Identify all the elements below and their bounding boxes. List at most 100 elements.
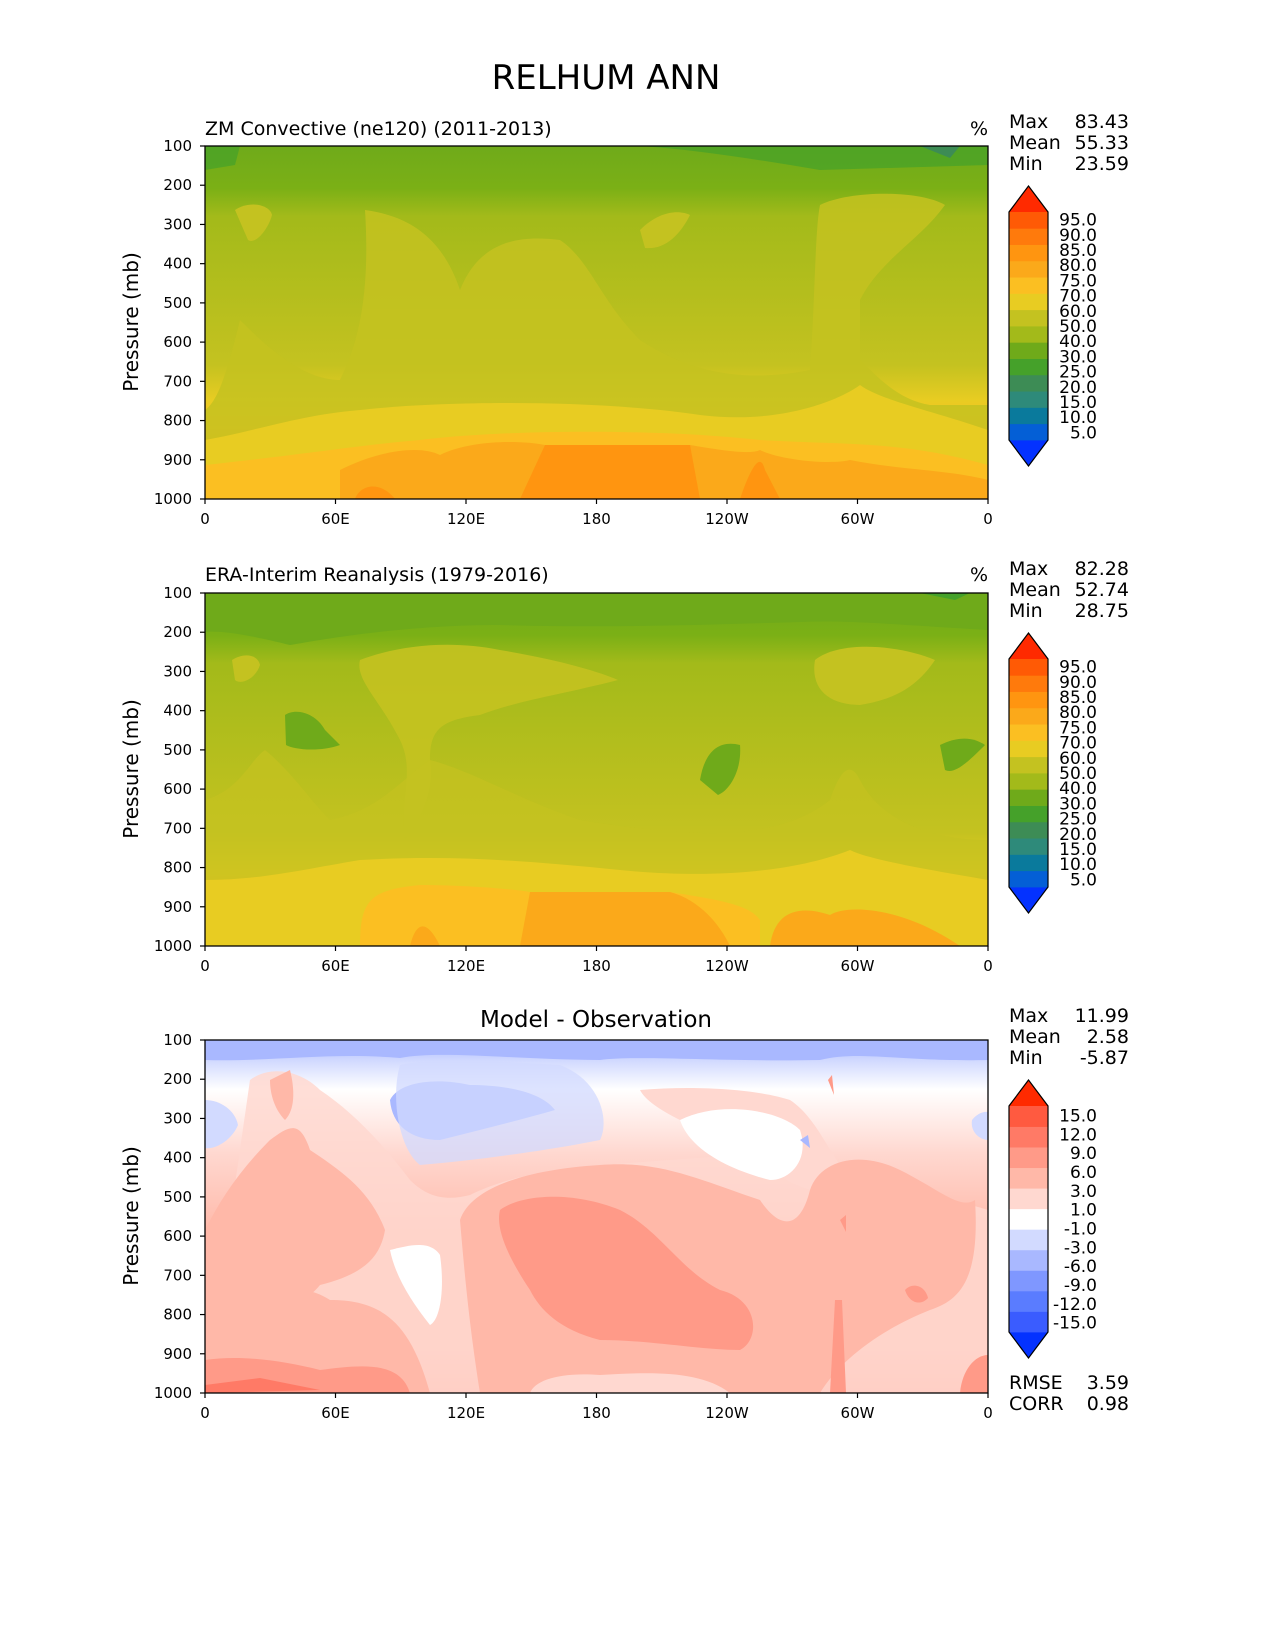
colorbar-level-label: 85.0	[1059, 241, 1097, 261]
y-tick-label: 500	[163, 1188, 192, 1206]
colorbar-extend-low	[1009, 1332, 1048, 1358]
colorbar-extend-high	[1009, 1080, 1048, 1106]
colorbar-level-label: 20.0	[1059, 825, 1097, 845]
stat-value: 83.43	[1075, 111, 1129, 133]
colorbar-level-label: 12.0	[1059, 1125, 1097, 1145]
colorbar-bin	[1009, 407, 1048, 425]
colorbar-bin	[1009, 1270, 1048, 1292]
colorbar-bin	[1009, 805, 1048, 823]
y-tick-label: 800	[163, 1306, 192, 1324]
y-tick-label: 900	[163, 1345, 192, 1363]
stat-value: 0.98	[1087, 1393, 1129, 1415]
y-axis: 100 200 300 400 500 600 700 800 900 1000	[154, 1031, 205, 1402]
colorbar-extend-high	[1009, 186, 1048, 212]
x-tick-label: 60E	[321, 1404, 350, 1422]
x-tick-label: 120W	[705, 510, 749, 528]
colorbar-extend-low	[1009, 440, 1048, 466]
y-tick-label: 500	[163, 741, 192, 759]
y-tick-label: 300	[163, 215, 192, 233]
y-tick-label: 200	[163, 176, 192, 194]
stat-value: 28.75	[1075, 600, 1129, 622]
colorbar-bin	[1009, 423, 1048, 441]
x-tick-label: 120E	[447, 957, 485, 975]
x-tick-label: 120E	[447, 510, 485, 528]
colorbar-bin	[1009, 374, 1048, 392]
stats-block: Max 83.43 Mean 55.33 Min 23.59	[1009, 111, 1129, 175]
stat-value: 23.59	[1075, 153, 1129, 175]
y-tick-label: 1000	[154, 490, 192, 508]
stat-label: CORR	[1009, 1393, 1064, 1415]
colorbar-bin	[1009, 1290, 1048, 1312]
y-tick-label: 100	[163, 584, 192, 602]
colorbar-bin	[1009, 821, 1048, 839]
x-tick-label: 60W	[841, 957, 875, 975]
colorbar-bin	[1009, 691, 1048, 709]
y-tick-label: 600	[163, 333, 192, 351]
units-label: %	[970, 564, 988, 586]
contour-field	[205, 146, 988, 499]
y-tick-label: 400	[163, 702, 192, 720]
x-axis: 0 60E 120E 180 120W 60W 0	[200, 946, 993, 975]
colorbar-extend-low	[1009, 887, 1048, 913]
colorbar-bin	[1009, 838, 1048, 855]
colorbar-bin	[1009, 724, 1048, 741]
stat-value: 55.33	[1075, 132, 1129, 154]
y-axis: 100 200 300 400 500 600 700 800 900 1000	[154, 137, 205, 508]
colorbar: 5.010.015.020.025.030.040.050.060.070.07…	[1008, 185, 1097, 467]
x-tick-label: 60W	[841, 510, 875, 528]
colorbar-bin	[1009, 358, 1048, 376]
y-tick-label: 900	[163, 451, 192, 469]
colorbar-level-label: 1.0	[1070, 1201, 1097, 1221]
stats-block: Max 82.28 Mean 52.74 Min 28.75	[1009, 558, 1129, 622]
colorbar-level-label: 60.0	[1059, 749, 1097, 769]
colorbar-level-label: 50.0	[1059, 317, 1097, 337]
colorbar-bin	[1009, 342, 1048, 359]
colorbar-level-label: 40.0	[1059, 779, 1097, 799]
y-tick-label: 200	[163, 1070, 192, 1088]
y-tick-label: 800	[163, 412, 192, 430]
y-tick-label: 500	[163, 294, 192, 312]
stat-label: Min	[1009, 153, 1043, 175]
y-axis: 100 200 300 400 500 600 700 800 900 1000	[154, 584, 205, 955]
stats-block: Max 11.99 Mean 2.58 Min -5.87	[1009, 1005, 1129, 1069]
colorbar-level-label: 90.0	[1059, 673, 1097, 693]
colorbar-bin	[1009, 789, 1048, 806]
colorbar-level-label: 25.0	[1059, 363, 1097, 383]
colorbar-outline	[1008, 1079, 1049, 1359]
figure-title: RELHUM ANN	[492, 58, 721, 98]
x-tick-label: 60E	[321, 957, 350, 975]
colorbar-extend-high	[1009, 633, 1048, 659]
colorbar-bin	[1009, 212, 1048, 229]
panel-title: ZM Convective (ne120) (2011-2013)	[205, 118, 552, 140]
panel-model: ZM Convective (ne120) (2011-2013) % 100 2…	[119, 111, 1129, 528]
colorbar-bin	[1009, 1147, 1048, 1169]
colorbar-level-label: 95.0	[1059, 658, 1097, 678]
units-label: %	[970, 118, 988, 140]
colorbar-bin	[1009, 1126, 1048, 1148]
colorbar-level-label: 90.0	[1059, 226, 1097, 246]
x-axis: 0 60E 120E 180 120W 60W 0	[200, 499, 993, 528]
y-tick-label: 700	[163, 819, 192, 837]
y-tick-label: 200	[163, 623, 192, 641]
stat-label: Min	[1009, 600, 1043, 622]
colorbar-bin	[1009, 309, 1048, 327]
x-tick-label: 120E	[447, 1404, 485, 1422]
colorbar-bin	[1009, 260, 1048, 278]
stat-value: 11.99	[1075, 1005, 1129, 1027]
y-tick-label: 100	[163, 137, 192, 155]
x-tick-label: 180	[582, 510, 611, 528]
colorbar-level-label: -9.0	[1064, 1276, 1097, 1296]
colorbar-level-label: 30.0	[1059, 794, 1097, 814]
colorbar-level-label: 25.0	[1059, 810, 1097, 830]
stat-label: Mean	[1009, 579, 1061, 601]
colorbar-level-label: 80.0	[1059, 256, 1097, 276]
stat-label: Mean	[1009, 1026, 1061, 1048]
colorbar-level-label: 20.0	[1059, 378, 1097, 398]
colorbar-bin	[1009, 1208, 1048, 1230]
stat-label: Max	[1009, 558, 1048, 580]
colorbar-bin	[1009, 707, 1048, 725]
y-tick-label: 700	[163, 1266, 192, 1284]
colorbar-level-label: 15.0	[1059, 1106, 1097, 1126]
y-tick-label: 400	[163, 1149, 192, 1167]
colorbar-level-label: 50.0	[1059, 764, 1097, 784]
